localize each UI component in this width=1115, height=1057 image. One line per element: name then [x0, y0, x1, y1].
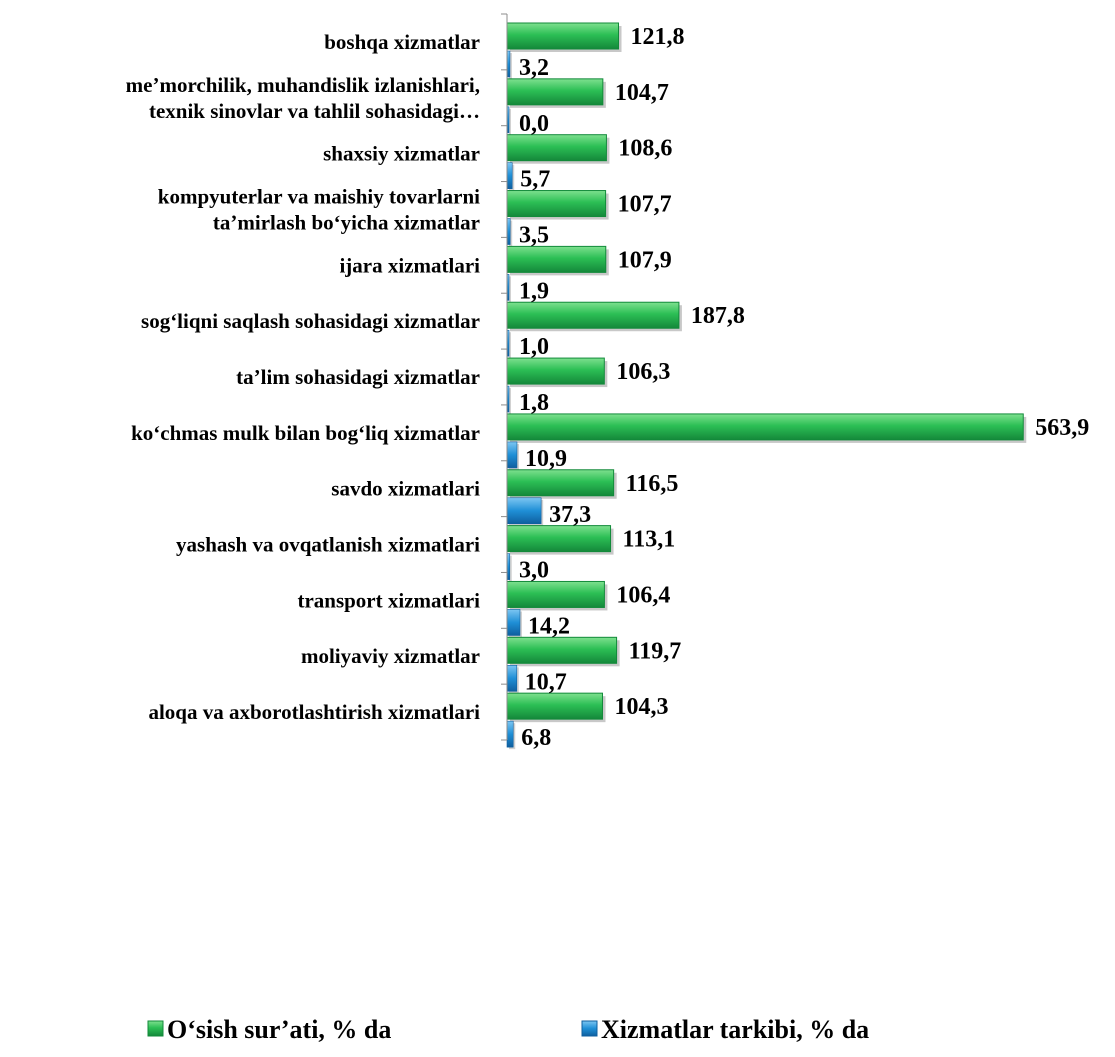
category-label: ijara xizmatlari	[339, 253, 480, 277]
category-label: me’morchilik, muhandislik izlanishlari, t…	[126, 73, 480, 123]
structure-bar	[506, 609, 521, 636]
growth-bar	[506, 525, 612, 553]
structure-value-label: 3,5	[519, 223, 549, 249]
structure-bar	[506, 441, 518, 469]
growth-bar	[506, 190, 607, 218]
structure-value-label: 10,9	[525, 446, 567, 472]
category-label: savdo xizmatlari	[331, 477, 480, 501]
category-label-line: sog‘liqni saqlash sohasidagi xizmatlar	[141, 309, 480, 333]
category-label: transport xizmatlari	[297, 588, 480, 612]
labels-layer: 121,8 3,2 boshqa xizmatlar 104,7 0,0 me’morch…	[126, 24, 1090, 751]
category-label: boshqa xizmatlar	[324, 30, 480, 54]
structure-bar	[506, 720, 514, 748]
growth-value-label: 107,9	[618, 247, 672, 273]
growth-bar	[506, 636, 618, 664]
structure-value-label: 1,0	[519, 334, 549, 360]
growth-bar	[506, 22, 620, 50]
growth-value-label: 107,7	[618, 192, 672, 218]
structure-bar	[506, 665, 518, 692]
category-label-line: savdo xizmatlari	[331, 477, 480, 501]
growth-bar	[506, 357, 605, 385]
structure-value-label: 5,7	[520, 167, 550, 193]
category-label-line: ko‘chmas mulk bilan bog‘liq xizmatlar	[131, 421, 480, 445]
category-label-line: aloqa va axborotlashtirish xizmatlari	[148, 700, 480, 724]
structure-bar-shadow	[509, 220, 513, 247]
structure-value-label: 37,3	[549, 502, 591, 528]
category-label-line: shaxsiy xizmatlar	[323, 142, 480, 166]
y-axis	[501, 13, 508, 741]
category-label: sog‘liqni saqlash sohasidagi xizmatlar	[141, 309, 480, 333]
structure-value-label: 14,2	[528, 613, 570, 639]
growth-bar	[506, 301, 680, 329]
category-label-line: ijara xizmatlari	[339, 253, 480, 277]
structure-bar-shadow	[509, 53, 512, 79]
structure-value-label: 10,7	[525, 669, 567, 695]
structure-bar	[506, 497, 542, 525]
category-label: moliyaviy xizmatlar	[301, 644, 480, 668]
structure-bar	[506, 162, 513, 189]
structure-bar-shadow	[509, 555, 512, 582]
legend: O‘sish sur’ati, % da Xizmatlar tarkibi, …	[147, 1015, 869, 1044]
category-label-line: me’morchilik, muhandislik izlanishlari,	[126, 73, 480, 97]
structure-bar-shadow	[509, 276, 511, 303]
structure-value-label: 1,9	[519, 278, 549, 304]
structure-value-label: 3,2	[519, 55, 549, 81]
growth-value-label: 563,9	[1035, 415, 1089, 441]
category-label-line: yashash va ovqatlanish xizmatlari	[176, 533, 480, 557]
category-label-line: kompyuterlar va maishiy tovarlarni	[158, 184, 480, 208]
category-label: yashash va ovqatlanish xizmatlari	[176, 533, 480, 557]
category-label: kompyuterlar va maishiy tovarlarni ta’mir…	[158, 184, 480, 234]
growth-value-label: 108,6	[618, 136, 672, 162]
growth-value-label: 106,3	[616, 359, 670, 385]
bars-layer	[506, 22, 1027, 750]
category-label: ta’lim sohasidagi xizmatlar	[236, 365, 480, 389]
legend-label-structure: Xizmatlar tarkibi, % da	[601, 1015, 869, 1044]
growth-value-label: 106,4	[616, 582, 670, 608]
legend-label-growth: O‘sish sur’ati, % da	[167, 1015, 391, 1044]
category-label: ko‘chmas mulk bilan bog‘liq xizmatlar	[131, 421, 480, 445]
category-label-line: moliyaviy xizmatlar	[301, 644, 480, 668]
category-label-line: ta’mirlash bo‘yicha xizmatlar	[213, 210, 480, 234]
growth-value-label: 104,7	[615, 80, 669, 106]
legend-swatch-growth	[147, 1020, 164, 1037]
growth-bar	[506, 580, 605, 608]
category-label-line: ta’lim sohasidagi xizmatlar	[236, 365, 480, 389]
structure-value-label: 0,0	[519, 111, 549, 137]
category-label: shaxsiy xizmatlar	[323, 142, 480, 166]
structure-value-label: 1,8	[519, 390, 549, 416]
category-label-line: texnik sinovlar va tahlil sohasidagi…	[149, 99, 480, 123]
growth-bar	[506, 692, 603, 720]
growth-value-label: 187,8	[691, 303, 745, 329]
growth-value-label: 119,7	[629, 638, 682, 664]
structure-bar-shadow	[509, 108, 511, 135]
growth-value-label: 121,8	[631, 24, 685, 50]
legend-swatch-structure	[581, 1020, 598, 1037]
growth-bar	[506, 78, 604, 106]
structure-bar-shadow	[509, 332, 511, 359]
growth-bar	[506, 469, 615, 497]
structure-value-label: 6,8	[521, 725, 551, 751]
growth-bar	[506, 245, 607, 273]
category-label-line: boshqa xizmatlar	[324, 30, 480, 54]
growth-value-label: 116,5	[626, 471, 679, 497]
growth-bar	[506, 134, 607, 162]
growth-value-label: 104,3	[614, 694, 668, 720]
structure-value-label: 3,0	[519, 558, 549, 584]
category-label: aloqa va axborotlashtirish xizmatlari	[148, 700, 480, 724]
category-label-line: transport xizmatlari	[297, 588, 480, 612]
growth-value-label: 113,1	[623, 527, 676, 553]
structure-bar-shadow	[509, 388, 511, 415]
growth-bar	[506, 413, 1024, 441]
